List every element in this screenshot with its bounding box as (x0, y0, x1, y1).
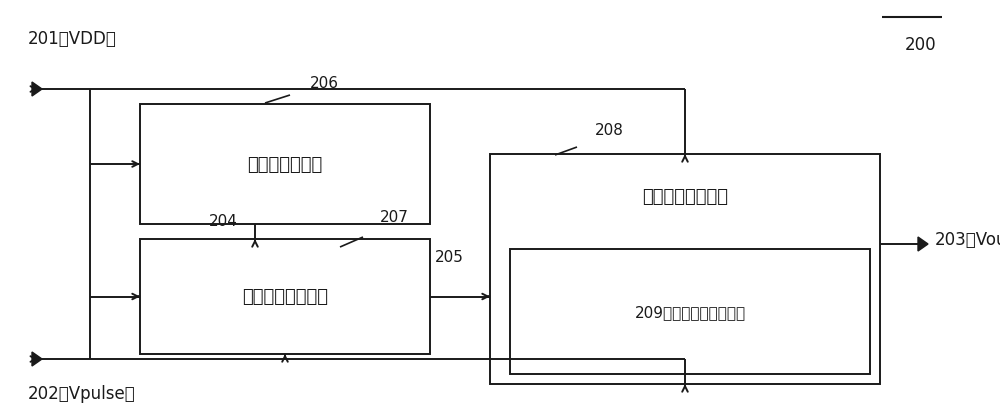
Text: 斜坡电压产生电路: 斜坡电压产生电路 (242, 288, 328, 306)
Text: 200: 200 (905, 36, 937, 54)
Bar (510, 249, 870, 374)
Text: 203（Vout）: 203（Vout） (935, 230, 1000, 248)
Polygon shape (32, 352, 42, 366)
Text: 201（VDD）: 201（VDD） (28, 30, 117, 48)
Bar (140, 239, 430, 354)
Text: 204: 204 (209, 214, 238, 229)
Text: 固定阈値开关电路: 固定阈値开关电路 (642, 188, 728, 205)
Text: 207: 207 (380, 210, 409, 225)
Text: 209（晶闸管结构开关）: 209（晶闸管结构开关） (634, 304, 746, 319)
Text: 202（Vpulse）: 202（Vpulse） (28, 384, 136, 402)
Polygon shape (918, 237, 928, 252)
Text: 206: 206 (310, 75, 339, 90)
Text: 205: 205 (435, 249, 463, 264)
Polygon shape (32, 83, 42, 97)
Bar (490, 155, 880, 384)
Text: 偏置电流源电路: 偏置电流源电路 (247, 155, 323, 173)
Text: 208: 208 (595, 123, 624, 138)
Bar (140, 105, 430, 225)
